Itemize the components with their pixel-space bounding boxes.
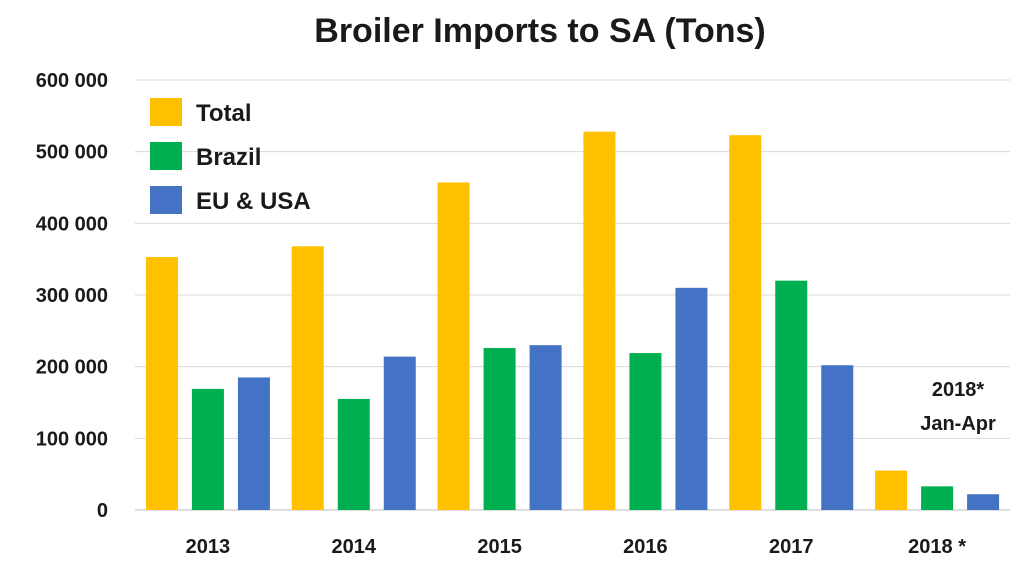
y-tick-label-6: 600 000 — [36, 70, 108, 92]
legend-swatch-1 — [150, 142, 182, 170]
bar-brazil-2 — [483, 348, 516, 510]
bar-eu-usa-1 — [383, 356, 416, 510]
bar-eu-usa-3 — [675, 287, 708, 510]
y-tick-label-4: 400 000 — [36, 213, 108, 235]
chart-title: Broiler Imports to SA (Tons) — [314, 12, 765, 50]
x-tick-label-0: 2013 — [186, 536, 231, 558]
bar-total-4 — [729, 135, 762, 510]
bar-brazil-3 — [629, 353, 662, 510]
bar-eu-usa-4 — [821, 365, 854, 510]
annotation-2018-label: 2018* — [932, 379, 984, 401]
y-tick-label-2: 200 000 — [36, 357, 108, 379]
bar-brazil-1 — [337, 398, 370, 510]
x-tick-label-5: 2018 * — [908, 536, 966, 558]
bar-brazil-5 — [921, 486, 954, 510]
bar-total-0 — [145, 257, 178, 510]
y-tick-label-0: 0 — [97, 500, 108, 522]
x-axis: 2013 2014 2015 2016 2017 2018 * — [186, 536, 967, 558]
x-tick-label-3: 2016 — [623, 536, 668, 558]
legend-swatch-0 — [150, 98, 182, 126]
legend-label-2: EU & USA — [196, 188, 311, 215]
bar-total-2 — [437, 182, 470, 510]
bars — [145, 131, 1000, 510]
bar-eu-usa-5 — [967, 494, 1000, 510]
y-tick-label-3: 300 000 — [36, 285, 108, 307]
y-tick-label-5: 500 000 — [36, 142, 108, 164]
bar-total-5 — [875, 470, 908, 510]
x-tick-label-1: 2014 — [332, 536, 377, 558]
legend-swatch-2 — [150, 186, 182, 214]
y-tick-label-1: 100 000 — [36, 428, 108, 450]
legend: Total Brazil EU & USA — [150, 98, 311, 215]
y-axis: 0 100 000 200 000 300 000 400 000 500 000 600 … — [36, 70, 108, 522]
bar-eu-usa-2 — [529, 345, 562, 510]
legend-label-1: Brazil — [196, 144, 261, 171]
bar-brazil-0 — [191, 388, 224, 510]
bar-total-1 — [291, 246, 324, 510]
x-tick-label-4: 2017 — [769, 536, 814, 558]
annotations: 2018* Jan-Apr — [920, 379, 996, 435]
legend-label-0: Total — [196, 100, 252, 127]
bar-eu-usa-0 — [237, 377, 270, 510]
gridlines — [135, 79, 1010, 511]
bar-total-3 — [583, 131, 616, 510]
bar-brazil-4 — [775, 280, 808, 510]
x-tick-label-2: 2015 — [477, 536, 522, 558]
annotation-jan-apr: Jan-Apr — [920, 413, 996, 435]
